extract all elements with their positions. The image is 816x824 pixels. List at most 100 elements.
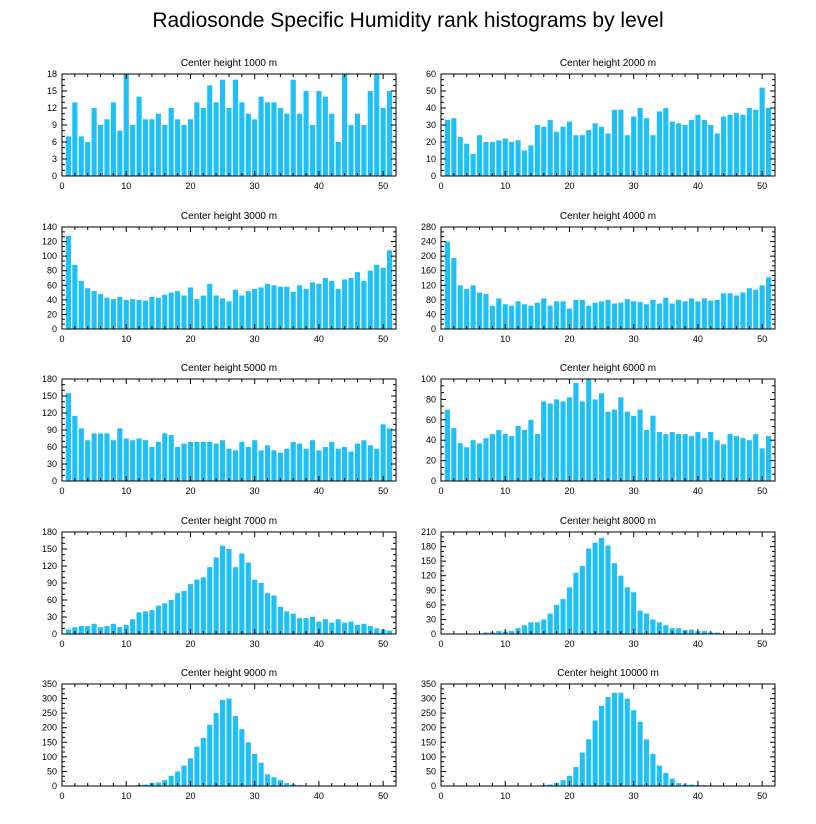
bar xyxy=(701,631,707,634)
bar xyxy=(232,450,238,481)
bar xyxy=(643,739,650,786)
x-tick-label: 10 xyxy=(121,639,131,649)
bar xyxy=(656,765,662,786)
bar xyxy=(335,142,341,176)
bar xyxy=(560,599,566,634)
y-tick-label: 0 xyxy=(431,629,436,639)
bar xyxy=(342,622,348,634)
bar xyxy=(239,729,245,786)
y-tick-label: 100 xyxy=(42,752,57,762)
bar xyxy=(361,125,367,176)
figure-title: Radiosonde Specific Humidity rank histog… xyxy=(152,9,664,32)
bar xyxy=(387,250,393,329)
panel-title: Center height 2000 m xyxy=(560,58,656,69)
bar xyxy=(181,443,187,481)
bar xyxy=(136,299,142,329)
bar xyxy=(194,102,200,176)
bar xyxy=(149,610,155,634)
bar xyxy=(663,434,669,481)
bar xyxy=(162,125,168,176)
bar xyxy=(322,278,328,329)
bar xyxy=(566,121,573,176)
bar xyxy=(91,291,97,329)
y-tick-label: 80 xyxy=(47,266,57,276)
x-tick-label: 20 xyxy=(564,639,574,649)
bar xyxy=(599,126,605,176)
x-tick-label: 20 xyxy=(185,791,195,801)
y-tick-label: 150 xyxy=(421,737,436,747)
x-tick-label: 20 xyxy=(185,486,195,496)
bar xyxy=(252,753,258,786)
bar xyxy=(271,450,277,481)
bar xyxy=(65,136,71,176)
bar xyxy=(374,264,380,329)
y-tick-label: 15 xyxy=(47,86,57,96)
y-tick-label: 300 xyxy=(42,694,57,704)
y-tick-label: 120 xyxy=(42,237,57,247)
bar xyxy=(624,411,630,481)
y-tick-label: 140 xyxy=(42,222,57,232)
bar xyxy=(277,606,283,634)
bar xyxy=(573,135,579,176)
bar xyxy=(354,113,361,176)
bar xyxy=(637,108,643,176)
bar xyxy=(342,447,348,481)
bar xyxy=(348,621,354,634)
bar xyxy=(721,444,727,481)
bar xyxy=(155,782,161,786)
bar xyxy=(534,125,540,176)
x-tick-label: 40 xyxy=(693,639,703,649)
bar xyxy=(554,301,560,329)
bar xyxy=(91,623,97,634)
y-tick-label: 240 xyxy=(421,237,436,247)
bar xyxy=(361,280,367,329)
bar xyxy=(149,119,155,176)
y-tick-label: 300 xyxy=(421,694,436,704)
bar xyxy=(136,438,142,481)
chart-panel-7: Center height 7000 m 0 10 20 30 40 50 0 30 60 90 12… xyxy=(42,516,397,649)
bar xyxy=(162,603,168,634)
bar xyxy=(110,102,116,176)
x-tick-label: 10 xyxy=(500,639,510,649)
bar xyxy=(290,291,296,329)
bar xyxy=(329,113,335,176)
bar xyxy=(611,109,617,176)
bar xyxy=(329,622,335,634)
y-tick-label: 120 xyxy=(42,408,57,418)
bar xyxy=(162,433,168,481)
panel-title: Center height 4000 m xyxy=(560,211,656,222)
bar xyxy=(239,441,245,481)
bar xyxy=(444,241,450,329)
x-tick-label: 50 xyxy=(378,791,388,801)
bar xyxy=(239,295,245,329)
x-tick-label: 30 xyxy=(629,486,639,496)
bar xyxy=(142,784,149,786)
bar xyxy=(528,145,534,176)
bar xyxy=(708,300,714,329)
y-tick-label: 30 xyxy=(47,612,57,622)
chart-panel-3: Center height 3000 m 0 10 20 30 40 50 0 20 40 60 80… xyxy=(42,211,397,344)
bar xyxy=(104,626,110,634)
y-tick-label: 250 xyxy=(421,708,436,718)
bar xyxy=(149,296,155,329)
bar xyxy=(85,288,91,329)
y-tick-label: 20 xyxy=(426,137,436,147)
chart-panel-8: Center height 8000 m 0 10 20 30 40 50 0 30 60 90 12… xyxy=(421,516,776,649)
bar xyxy=(258,450,264,481)
bar xyxy=(746,108,752,176)
bar xyxy=(85,440,91,481)
x-tick-label: 40 xyxy=(693,486,703,496)
bar xyxy=(142,300,149,329)
bar xyxy=(220,79,226,176)
bar xyxy=(618,397,624,481)
bar xyxy=(200,295,206,329)
bar xyxy=(701,438,707,481)
y-tick-label: 0 xyxy=(52,324,57,334)
bar xyxy=(573,383,579,481)
bar xyxy=(624,698,630,786)
bar xyxy=(566,308,573,329)
bar xyxy=(714,299,720,329)
x-tick-label: 40 xyxy=(693,334,703,344)
bar xyxy=(631,116,637,176)
y-tick-label: 210 xyxy=(421,527,436,537)
